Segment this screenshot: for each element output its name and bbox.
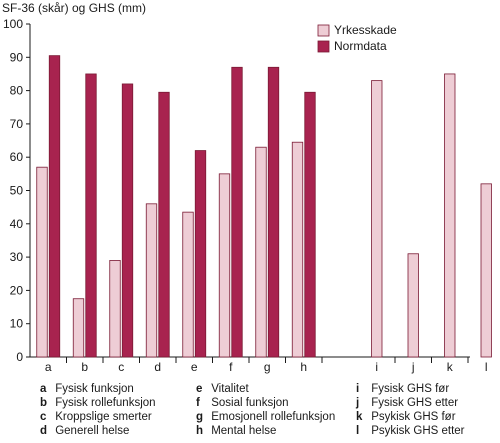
- y-tick-label: 0: [16, 350, 23, 364]
- y-axis-label: SF-36 (skår) og GHS (mm): [2, 1, 146, 15]
- key-item-a: a Fysisk funksjon: [40, 383, 134, 395]
- x-tick-label: e: [191, 360, 198, 374]
- bar-yrkesskade: [444, 73, 456, 358]
- key-item-g: g Emosjonell rollefunksjon: [196, 411, 336, 423]
- y-tick-label: 30: [10, 250, 24, 264]
- bar-yrkesskade: [371, 80, 383, 358]
- bar-normdata: [194, 150, 207, 358]
- y-tick-label: 90: [10, 50, 24, 64]
- bar-yrkesskade: [407, 253, 419, 358]
- key-column-1: a Fysisk funksjon b Fysisk rollefunksjon…: [40, 382, 156, 438]
- bar-normdata: [304, 91, 316, 358]
- x-tick-label: a: [45, 360, 52, 374]
- x-tick-label: b: [81, 360, 88, 374]
- bar-yrkesskade: [36, 166, 48, 358]
- key-item-k: k Psykisk GHS før: [356, 411, 456, 423]
- y-tick-label: 70: [10, 117, 24, 131]
- x-tick-label: c: [118, 360, 124, 374]
- bar-normdata: [85, 73, 97, 358]
- bar-yrkesskade: [291, 141, 304, 358]
- y-tick-label: 20: [10, 283, 24, 297]
- bar-yrkesskade: [145, 203, 158, 358]
- y-tick-label: 50: [10, 184, 24, 198]
- bar-yrkesskade: [182, 211, 194, 358]
- x-tick-label: d: [154, 360, 161, 374]
- legend-swatch-normdata: [317, 40, 330, 53]
- key-item-f: f Sosial funksjon: [196, 397, 289, 409]
- bar-yrkesskade: [480, 183, 492, 358]
- key-item-j: j Fysisk GHS etter: [356, 397, 459, 409]
- bar-yrkesskade: [255, 146, 267, 358]
- bar-yrkesskade: [72, 298, 85, 358]
- x-tick-label: i: [375, 360, 378, 374]
- key-item-c: c Kroppslige smerter: [40, 411, 152, 423]
- key-item-d: d Generell helse: [40, 425, 130, 437]
- bar-normdata: [121, 83, 134, 358]
- x-tick-label: k: [447, 360, 454, 374]
- x-tick-label: h: [300, 360, 307, 374]
- bar-normdata: [231, 66, 243, 358]
- legend-swatch-yrkesskade: [317, 24, 330, 37]
- key-column-2: e Vitalitet f Sosial funksjon g Emosjone…: [196, 382, 335, 438]
- key-item-i: i Fysisk GHS før: [356, 383, 450, 395]
- y-tick-label: 40: [10, 217, 24, 231]
- bar-normdata: [158, 91, 170, 358]
- bar-normdata: [267, 66, 280, 358]
- x-tick-label: f: [229, 360, 233, 374]
- x-tick-label: l: [485, 360, 488, 374]
- x-tick-label: g: [264, 360, 271, 374]
- key-item-b: b Fysisk rollefunksjon: [40, 397, 156, 409]
- y-tick-label: 100: [3, 17, 23, 31]
- bar-normdata: [48, 55, 61, 358]
- bar-yrkesskade: [218, 173, 231, 358]
- key-column-3: i Fysisk GHS før j Fysisk GHS etter k Ps…: [356, 382, 465, 438]
- key-item-e: e Vitalitet: [196, 383, 249, 395]
- y-tick-label: 80: [10, 84, 24, 98]
- bar-yrkesskade: [109, 260, 121, 358]
- key-item-h: h Mental helse: [196, 425, 277, 437]
- x-tick-label: j: [411, 360, 415, 374]
- y-tick-label: 60: [10, 150, 24, 164]
- legend-label-normdata: Normdata: [334, 39, 387, 53]
- legend-label-yrkesskade: Yrkesskade: [334, 23, 397, 37]
- y-tick-label: 10: [10, 317, 24, 331]
- key-item-l: l Psykisk GHS etter: [356, 425, 465, 437]
